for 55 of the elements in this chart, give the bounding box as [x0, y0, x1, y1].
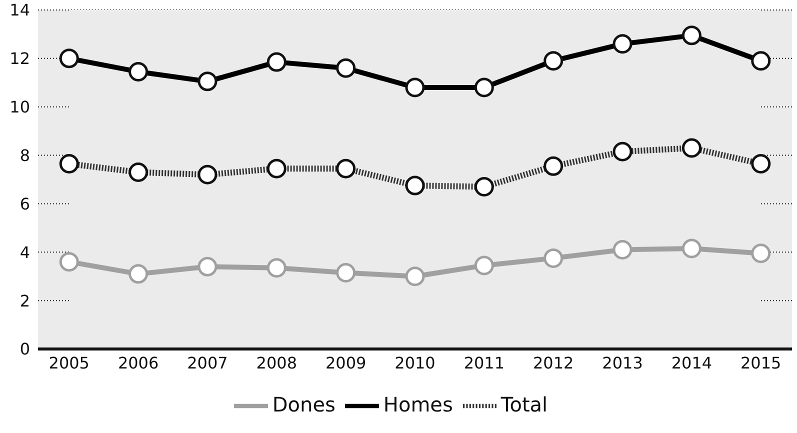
point: [198, 164, 218, 184]
point: [128, 264, 148, 284]
point: [682, 238, 702, 258]
legend-label: Homes: [383, 392, 453, 416]
point: [682, 26, 702, 46]
point: [612, 240, 632, 260]
x-tick-label: 2013: [602, 353, 643, 372]
point: [751, 244, 771, 264]
y-tick-label: 14: [10, 0, 30, 20]
point: [474, 177, 494, 197]
legend-label: Dones: [272, 392, 336, 416]
y-tick-label: 6: [20, 194, 30, 214]
x-tick-label: 2007: [187, 353, 228, 372]
point: [336, 262, 356, 282]
y-tick-label: 0: [20, 340, 30, 359]
x-tick-label: 2006: [118, 353, 159, 372]
y-tick-label: 10: [10, 98, 30, 117]
point: [405, 176, 425, 196]
point: [474, 78, 494, 98]
point: [612, 142, 632, 162]
y-tick-label: 8: [20, 146, 30, 165]
x-tick-label: 2009: [325, 353, 366, 372]
x-tick-label: 2014: [671, 353, 712, 372]
point: [751, 51, 771, 71]
point: [682, 138, 702, 158]
x-tick-label: 2010: [394, 353, 436, 372]
point: [474, 256, 494, 276]
point: [336, 158, 356, 178]
point: [128, 62, 148, 82]
point: [544, 156, 564, 176]
y-tick-label: 2: [20, 291, 30, 310]
point: [266, 52, 286, 72]
point: [751, 154, 771, 174]
point: [59, 154, 79, 174]
x-tick-label: 2012: [532, 353, 574, 372]
point: [544, 51, 564, 71]
y-tick-label: 12: [10, 49, 30, 68]
point: [405, 266, 425, 286]
point: [59, 252, 79, 272]
point: [405, 78, 425, 98]
point: [198, 256, 218, 276]
x-tick-label: 2005: [48, 353, 90, 372]
point: [59, 48, 79, 68]
point: [266, 258, 286, 278]
x-tick-label: 2011: [464, 353, 505, 372]
point: [544, 248, 564, 268]
point: [336, 58, 356, 78]
y-tick-label: 4: [20, 242, 30, 262]
point: [128, 162, 148, 182]
legend-label: Total: [500, 392, 548, 416]
x-tick-label: 2015: [740, 353, 782, 372]
x-tick-label: 2008: [256, 353, 298, 372]
point: [198, 72, 218, 92]
point: [612, 34, 632, 54]
point: [266, 158, 286, 178]
